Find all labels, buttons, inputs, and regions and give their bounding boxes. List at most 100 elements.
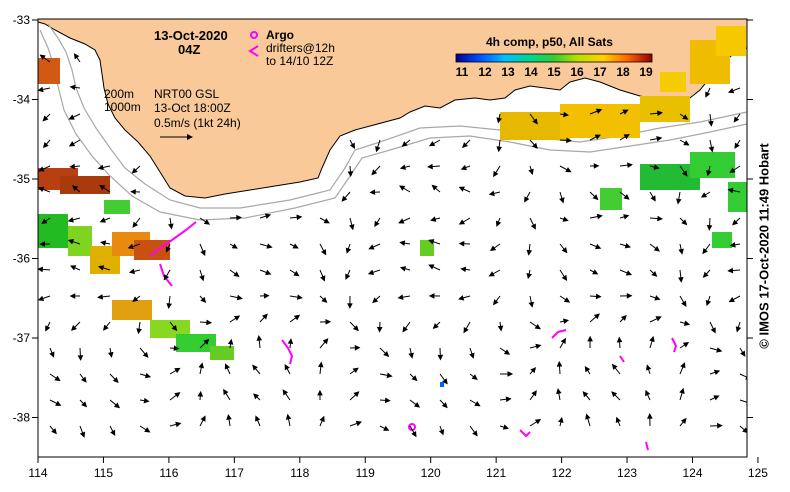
current-vector-head	[166, 303, 172, 310]
current-vector-head	[657, 215, 663, 222]
current-vectors	[38, 53, 747, 438]
colorbar-title: 4h comp, p50, All Sats	[486, 35, 613, 49]
current-vector-head	[349, 142, 356, 149]
current-vector-head	[585, 413, 591, 420]
current-vector-head	[679, 387, 685, 394]
current-vector-head	[463, 327, 469, 334]
product-label: NRT00 GSL	[154, 87, 219, 101]
current-vector-head	[345, 247, 352, 254]
contour-1000m	[39, 29, 747, 221]
current-vector-head	[374, 220, 380, 228]
colorbar-tick-label: 13	[501, 65, 515, 79]
current-vector-head	[368, 244, 375, 250]
current-vector-head	[728, 296, 735, 303]
current-vector-head	[432, 323, 439, 330]
current-vector-head	[558, 416, 564, 423]
current-vector-head	[411, 375, 418, 382]
current-vector-head	[296, 214, 303, 221]
current-vector-head	[97, 164, 104, 171]
current-vector-head	[713, 369, 721, 376]
current-vector-head	[710, 327, 716, 334]
current-vector-head	[296, 294, 303, 300]
current-vector-head	[626, 293, 633, 299]
current-vector-head	[503, 349, 511, 355]
current-vector-head	[740, 350, 746, 357]
current-vector-head	[561, 247, 568, 254]
x-tick-label: 123	[617, 466, 637, 480]
current-vector-head	[132, 296, 139, 302]
current-vector-head	[623, 214, 630, 220]
current-vector-head	[42, 142, 49, 149]
current-vector-head	[223, 388, 229, 396]
current-vector-head	[319, 415, 325, 423]
current-vector-head	[99, 184, 106, 191]
x-tick-label: 116	[159, 466, 178, 480]
current-vector-head	[655, 316, 662, 322]
current-vector-head	[69, 163, 76, 170]
current-vector-head	[77, 355, 84, 361]
current-vector-head	[560, 337, 566, 345]
current-vector-head	[458, 219, 466, 225]
current-vector-head	[199, 275, 205, 282]
current-vector-head	[528, 301, 535, 308]
current-vector-head	[322, 338, 329, 345]
imos-credit: © IMOS 17-Oct-2020 11:49 Hobart	[756, 143, 772, 349]
current-vector-head	[317, 361, 324, 368]
current-vector-head	[706, 225, 713, 231]
current-vector-head	[67, 239, 74, 245]
current-vector-head	[622, 109, 629, 115]
current-vector-head	[256, 334, 263, 341]
current-vector-head	[676, 198, 682, 205]
drifter-legend-icon	[248, 45, 259, 57]
argo-label: Argo	[266, 28, 294, 42]
current-vector-head	[263, 293, 270, 299]
current-vector-head	[431, 184, 438, 191]
current-vector-head	[282, 389, 289, 396]
current-vector-head	[233, 315, 241, 321]
current-vector-head	[200, 415, 206, 422]
current-vector-head	[142, 351, 149, 358]
current-vector-head	[402, 326, 408, 333]
current-vector-head	[732, 219, 739, 226]
current-vector-head	[653, 164, 660, 170]
current-vector-head	[530, 367, 537, 374]
current-vector-head	[38, 295, 45, 302]
current-vector-head	[488, 271, 495, 277]
current-vector-head	[441, 402, 448, 409]
current-vector-head	[593, 313, 600, 320]
current-vector-head	[458, 240, 465, 247]
current-vector-head	[369, 189, 376, 196]
current-vector-head	[113, 402, 121, 409]
current-vector-head	[428, 293, 435, 299]
current-vector-head	[321, 297, 328, 303]
x-tick-label: 120	[421, 466, 441, 480]
colorbar-tick-label: 17	[593, 65, 607, 79]
current-vector-head	[317, 389, 323, 396]
current-vector-head	[144, 427, 151, 433]
current-vector-head	[143, 397, 150, 404]
current-vector-head	[505, 396, 512, 403]
current-vector-head	[474, 401, 481, 407]
y-tick-label: -37	[13, 331, 31, 345]
current-vector-head	[727, 267, 734, 274]
current-vector-head	[471, 374, 478, 380]
current-vector-head	[253, 393, 260, 400]
current-vector-head	[595, 243, 602, 250]
current-vector-head	[566, 137, 572, 144]
current-vector-head	[526, 272, 532, 280]
current-vector-head	[39, 241, 45, 247]
current-vector-head	[38, 166, 45, 172]
current-vector-head	[620, 314, 627, 321]
drifter-tracks	[149, 221, 678, 451]
drifters-label-2: to 14/10 12Z	[266, 54, 333, 68]
y-tick-label: -36	[13, 252, 31, 266]
current-vector-head	[657, 110, 663, 117]
current-vector-head	[708, 146, 715, 153]
current-vector-head	[399, 185, 406, 191]
current-vector-head	[224, 363, 230, 370]
current-vector-head	[472, 430, 478, 437]
current-vector-head	[51, 428, 57, 435]
current-vector-head	[69, 293, 76, 299]
x-axis: 114 115 116 117 118 119 120 121 122 123 124 125	[28, 457, 768, 480]
